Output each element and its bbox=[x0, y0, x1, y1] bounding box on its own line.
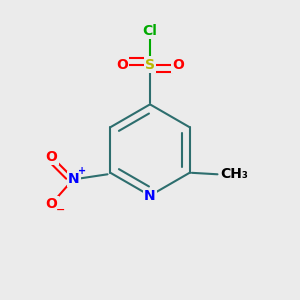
Text: +: + bbox=[78, 166, 86, 176]
Text: Cl: Cl bbox=[142, 24, 158, 38]
Text: O: O bbox=[46, 150, 58, 164]
Text: −: − bbox=[56, 205, 65, 215]
Text: S: S bbox=[145, 58, 155, 72]
Text: N: N bbox=[68, 172, 80, 186]
Text: CH₃: CH₃ bbox=[220, 167, 248, 181]
Text: O: O bbox=[46, 197, 58, 211]
Text: N: N bbox=[144, 189, 156, 202]
Text: O: O bbox=[172, 58, 184, 72]
Text: O: O bbox=[116, 58, 128, 72]
